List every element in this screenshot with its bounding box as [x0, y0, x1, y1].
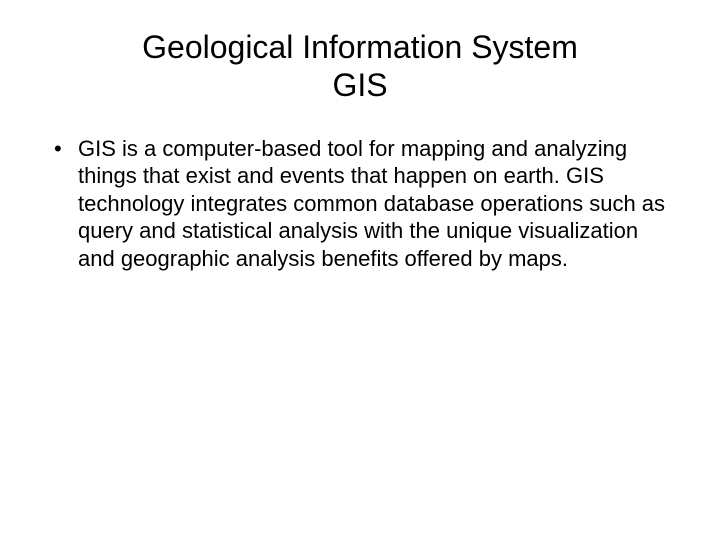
slide-title: Geological Information System GIS: [40, 28, 680, 105]
bullet-list: GIS is a computer-based tool for mapping…: [50, 135, 680, 273]
title-line-2: GIS: [332, 67, 387, 103]
bullet-text: GIS is a computer-based tool for mapping…: [78, 136, 665, 271]
title-line-1: Geological Information System: [142, 29, 578, 65]
bullet-item: GIS is a computer-based tool for mapping…: [50, 135, 680, 273]
slide-content: GIS is a computer-based tool for mapping…: [40, 135, 680, 273]
